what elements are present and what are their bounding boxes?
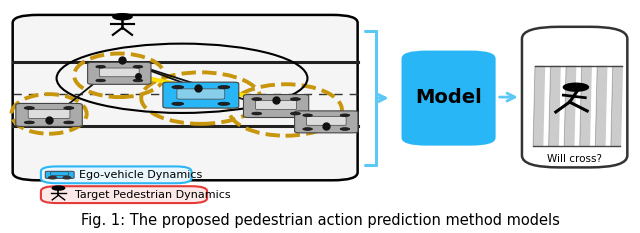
FancyBboxPatch shape — [99, 68, 139, 77]
Ellipse shape — [291, 98, 300, 100]
Polygon shape — [580, 66, 591, 146]
FancyBboxPatch shape — [294, 111, 358, 133]
Ellipse shape — [96, 79, 106, 82]
FancyBboxPatch shape — [522, 27, 627, 167]
Polygon shape — [611, 66, 622, 146]
FancyBboxPatch shape — [45, 171, 74, 178]
Ellipse shape — [172, 86, 184, 89]
Polygon shape — [549, 66, 560, 146]
Ellipse shape — [303, 114, 312, 116]
Ellipse shape — [218, 86, 230, 89]
Text: Fig. 1: The proposed pedestrian action prediction method models: Fig. 1: The proposed pedestrian action p… — [81, 213, 559, 228]
FancyBboxPatch shape — [41, 186, 207, 203]
Ellipse shape — [340, 128, 349, 130]
Ellipse shape — [64, 121, 74, 124]
FancyBboxPatch shape — [16, 103, 83, 127]
Text: Will cross?: Will cross? — [547, 154, 602, 164]
Ellipse shape — [133, 65, 143, 68]
Ellipse shape — [252, 112, 262, 115]
Polygon shape — [533, 66, 545, 146]
Circle shape — [49, 176, 56, 179]
FancyBboxPatch shape — [307, 116, 346, 125]
FancyBboxPatch shape — [88, 62, 151, 84]
FancyBboxPatch shape — [41, 166, 191, 183]
Ellipse shape — [24, 121, 35, 124]
Text: Model: Model — [415, 88, 482, 107]
Polygon shape — [595, 66, 607, 146]
Ellipse shape — [24, 107, 35, 109]
FancyBboxPatch shape — [243, 95, 308, 117]
Text: Target Pedestrian Dynamics: Target Pedestrian Dynamics — [76, 190, 231, 200]
Ellipse shape — [252, 98, 262, 100]
Ellipse shape — [133, 79, 143, 82]
Polygon shape — [564, 66, 575, 146]
FancyBboxPatch shape — [28, 109, 70, 119]
FancyBboxPatch shape — [163, 82, 239, 108]
FancyBboxPatch shape — [51, 172, 68, 175]
Ellipse shape — [291, 112, 300, 115]
Circle shape — [563, 83, 588, 91]
FancyBboxPatch shape — [177, 89, 225, 99]
Ellipse shape — [218, 102, 230, 105]
Ellipse shape — [303, 128, 312, 130]
Circle shape — [63, 176, 71, 179]
Ellipse shape — [64, 107, 74, 109]
FancyBboxPatch shape — [13, 15, 358, 180]
FancyBboxPatch shape — [255, 100, 296, 110]
Ellipse shape — [340, 114, 349, 116]
Ellipse shape — [172, 102, 184, 105]
Circle shape — [113, 14, 132, 20]
Circle shape — [52, 186, 65, 190]
Ellipse shape — [96, 65, 106, 68]
Text: Ego-vehicle Dynamics: Ego-vehicle Dynamics — [79, 170, 202, 180]
FancyBboxPatch shape — [401, 51, 495, 146]
